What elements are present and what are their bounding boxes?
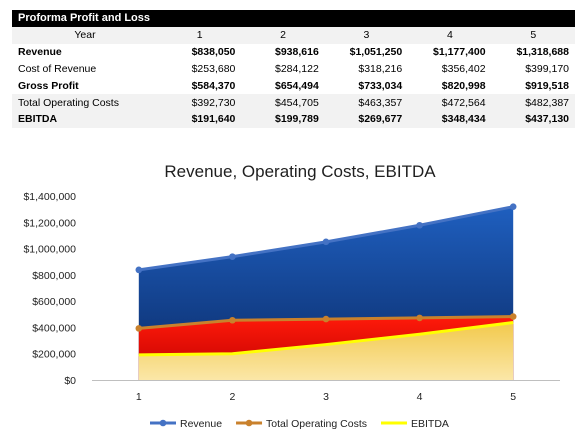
table-row: Revenue $838,050 $938,616 $1,051,250 $1,177,… bbox=[12, 44, 575, 61]
row-value: $838,050 bbox=[191, 46, 236, 59]
row-label: Cost of Revenue bbox=[18, 62, 97, 75]
point-total-operating-costs bbox=[229, 316, 236, 324]
area-chart: Revenue, Operating Costs, EBITDA $0 $200,0… bbox=[23, 162, 560, 430]
row-value: $318,216 bbox=[358, 62, 403, 75]
table-title: Proforma Profit and Loss bbox=[12, 10, 575, 27]
row-label: Total Operating Costs bbox=[12, 94, 158, 111]
row-value: $938,616 bbox=[274, 46, 319, 59]
row-value: $437,130 bbox=[491, 110, 575, 128]
table-row: Total Operating Costs $392,730 $454,705 $46… bbox=[12, 94, 575, 111]
row-value: $399,170 bbox=[525, 62, 569, 75]
pl-table: Proforma Profit and Loss Year 1 2 3 4 5 Revenu… bbox=[12, 10, 575, 128]
header-year-4: 4 bbox=[408, 27, 492, 44]
pl-grid: Year 1 2 3 4 5 Revenue $838,050 $938,616 $1,051,2… bbox=[12, 27, 575, 128]
legend-marker-revenue bbox=[159, 419, 167, 427]
y-tick-label: $200,000 bbox=[32, 349, 76, 361]
point-total-operating-costs bbox=[322, 315, 330, 323]
row-label: Gross Profit bbox=[18, 79, 79, 92]
row-value: $654,494 bbox=[274, 79, 319, 92]
point-total-operating-costs bbox=[135, 325, 143, 332]
x-tick-label: 3 bbox=[323, 391, 329, 403]
row-value: $269,677 bbox=[324, 110, 409, 128]
row-value: $472,564 bbox=[408, 94, 492, 111]
header-year-1: 1 bbox=[158, 27, 242, 44]
line-ebitda bbox=[138, 321, 514, 357]
row-label: Revenue bbox=[18, 46, 62, 59]
table-row: Gross Profit $584,370 $654,494 $733,034 $820… bbox=[12, 77, 575, 94]
y-tick-label: $800,000 bbox=[32, 270, 76, 282]
row-value: $454,705 bbox=[241, 94, 325, 111]
row-value: $253,680 bbox=[191, 62, 236, 75]
point-revenue bbox=[229, 253, 236, 260]
x-tick-label: 4 bbox=[417, 391, 423, 403]
row-value: $191,640 bbox=[158, 110, 242, 128]
y-tick-label: $600,000 bbox=[32, 296, 76, 308]
y-tick-label: $1,400,000 bbox=[23, 191, 76, 203]
row-value: $584,370 bbox=[191, 79, 236, 92]
x-tick-label: 5 bbox=[510, 391, 516, 403]
row-label: EBITDA bbox=[12, 110, 158, 128]
row-value: $919,518 bbox=[525, 79, 569, 92]
y-tick-label: $400,000 bbox=[32, 322, 76, 334]
row-value: $1,318,688 bbox=[516, 46, 569, 59]
y-tick-label: $0 bbox=[64, 375, 76, 387]
row-value: $392,730 bbox=[158, 94, 242, 111]
y-tick-label: $1,000,000 bbox=[23, 244, 76, 256]
header-year-3: 3 bbox=[324, 27, 409, 44]
legend-marker-total-operating-costs bbox=[245, 419, 253, 427]
row-value: $733,034 bbox=[358, 79, 403, 92]
point-total-operating-costs bbox=[509, 313, 517, 320]
legend-label-ebitda: EBITDA bbox=[411, 418, 449, 430]
row-value: $1,177,400 bbox=[433, 46, 486, 59]
x-tick-label: 2 bbox=[229, 391, 235, 403]
row-value: $199,789 bbox=[241, 110, 325, 128]
row-value: $356,402 bbox=[441, 62, 486, 75]
chart-title: Revenue, Operating Costs, EBITDA bbox=[164, 162, 436, 181]
table-header-row: Year 1 2 3 4 5 bbox=[12, 27, 575, 44]
legend-label-total-operating-costs: Total Operating Costs bbox=[266, 418, 367, 430]
point-revenue bbox=[509, 203, 517, 210]
header-year-2: 2 bbox=[241, 27, 325, 44]
row-value: $482,387 bbox=[491, 94, 575, 111]
point-revenue bbox=[322, 238, 330, 246]
row-value: $348,434 bbox=[408, 110, 492, 128]
row-value: $1,051,250 bbox=[349, 46, 403, 59]
x-tick-label: 1 bbox=[136, 391, 142, 403]
table-row: EBITDA $191,640 $199,789 $269,677 $348,434 $4… bbox=[12, 110, 575, 128]
area-ebitda bbox=[138, 322, 514, 380]
point-total-operating-costs bbox=[416, 314, 423, 322]
header-year-5: 5 bbox=[491, 27, 575, 44]
y-tick-label: $1,200,000 bbox=[23, 217, 76, 229]
legend-label-revenue: Revenue bbox=[180, 418, 222, 430]
point-revenue bbox=[416, 221, 423, 229]
row-value: $284,122 bbox=[274, 62, 319, 75]
row-value: $463,357 bbox=[324, 94, 409, 111]
point-revenue bbox=[135, 266, 143, 274]
header-year: Year bbox=[12, 27, 158, 44]
table-row: Cost of Revenue $253,680 $284,122 $318,216 $… bbox=[12, 61, 575, 78]
row-value: $820,998 bbox=[441, 79, 486, 92]
